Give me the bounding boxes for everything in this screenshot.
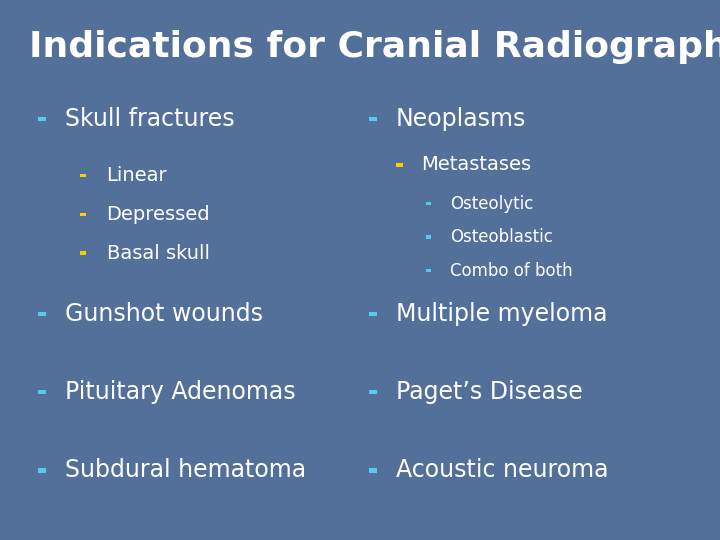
FancyBboxPatch shape <box>369 312 377 316</box>
FancyBboxPatch shape <box>79 252 86 255</box>
Text: Multiple myeloma: Multiple myeloma <box>396 302 608 326</box>
FancyBboxPatch shape <box>79 174 86 177</box>
FancyBboxPatch shape <box>38 117 46 121</box>
Text: Basal skull: Basal skull <box>107 244 210 263</box>
Text: Combo of both: Combo of both <box>450 261 572 280</box>
FancyBboxPatch shape <box>79 213 86 216</box>
FancyBboxPatch shape <box>38 312 46 316</box>
Text: Paget’s Disease: Paget’s Disease <box>396 380 582 404</box>
FancyBboxPatch shape <box>426 202 431 205</box>
Text: Indications for Cranial Radiography: Indications for Cranial Radiography <box>29 30 720 64</box>
FancyBboxPatch shape <box>369 117 377 121</box>
Text: Pituitary Adenomas: Pituitary Adenomas <box>65 380 295 404</box>
Text: Acoustic neuroma: Acoustic neuroma <box>396 458 608 482</box>
Text: Gunshot wounds: Gunshot wounds <box>65 302 263 326</box>
FancyBboxPatch shape <box>38 390 46 394</box>
FancyBboxPatch shape <box>369 390 377 394</box>
Text: Subdural hematoma: Subdural hematoma <box>65 458 306 482</box>
FancyBboxPatch shape <box>369 468 377 472</box>
FancyBboxPatch shape <box>426 235 431 239</box>
FancyBboxPatch shape <box>38 468 46 472</box>
Text: Skull fractures: Skull fractures <box>65 107 235 131</box>
Text: Neoplasms: Neoplasms <box>396 107 526 131</box>
Text: Osteoblastic: Osteoblastic <box>450 228 553 246</box>
FancyBboxPatch shape <box>426 269 431 272</box>
FancyBboxPatch shape <box>397 163 403 166</box>
Text: Metastases: Metastases <box>421 155 531 174</box>
Text: Depressed: Depressed <box>107 205 210 224</box>
Text: Osteolytic: Osteolytic <box>450 194 534 213</box>
Text: Linear: Linear <box>107 166 167 185</box>
